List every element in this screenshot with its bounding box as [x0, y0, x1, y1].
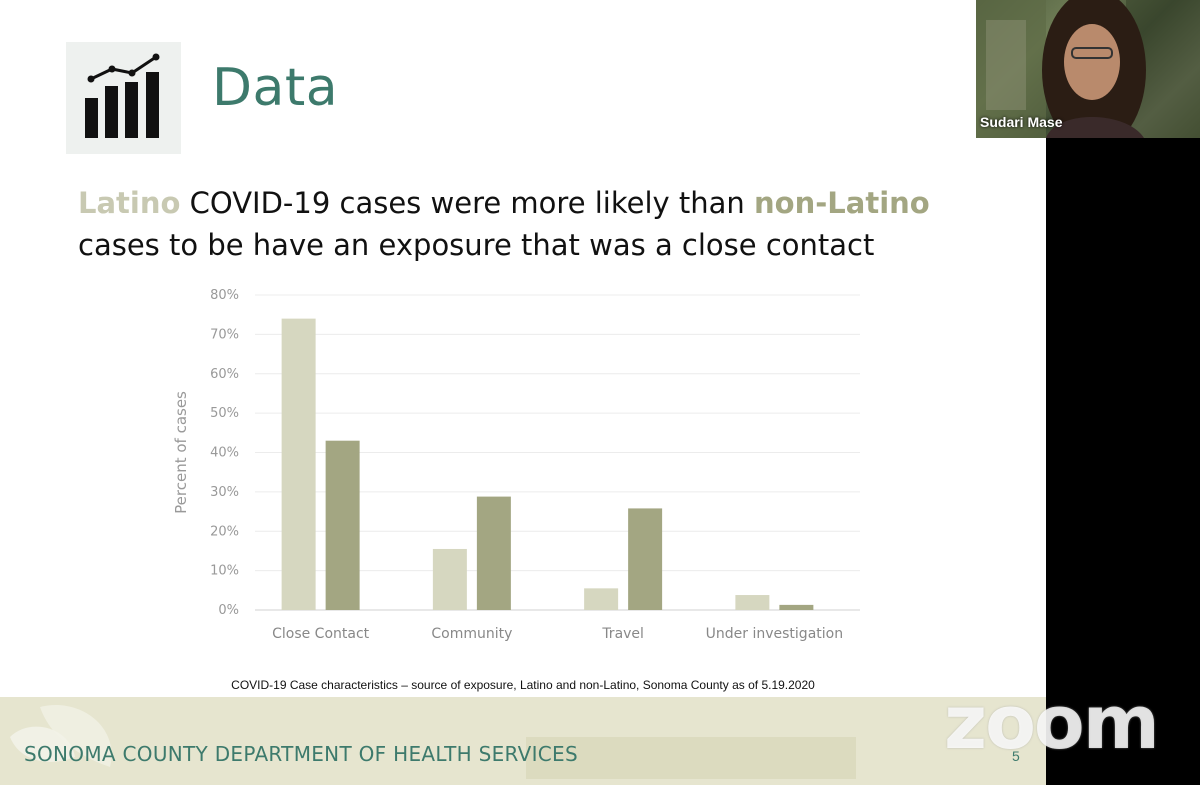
slide-headline: Latino COVID-19 cases were more likely t… [78, 182, 978, 266]
slide-title: Data [212, 58, 339, 118]
y-tick-label: 10% [210, 564, 239, 579]
chart-caption: COVID-19 Case characteristics – source o… [0, 678, 1046, 692]
y-tick-label: 20% [210, 524, 239, 539]
bar-community-series-2 [476, 496, 511, 610]
x-tick-label: Under investigation [706, 626, 843, 642]
empty-video-area [1046, 138, 1200, 785]
headline-non-latino: non-Latino [754, 186, 930, 220]
y-tick-label: 70% [210, 327, 239, 342]
x-tick-label: Community [431, 626, 512, 642]
bar-close-contact-series-2 [325, 440, 360, 610]
y-tick-label: 30% [210, 485, 239, 500]
y-tick-label: 40% [210, 446, 239, 461]
page-number: 5 [1012, 748, 1020, 764]
exposure-bar-chart: 0% 10% 20% 30% 40% 50% 60% 70% 80% Percent of cas… [172, 288, 860, 642]
y-tick-label: 60% [210, 367, 239, 382]
presentation-slide: Data Latino COVID-19 cases were more lik… [0, 0, 1046, 785]
participant-video-tile[interactable]: Sudari Mase [976, 0, 1200, 138]
footer-band [0, 697, 1046, 785]
footer-organization: SONOMA COUNTY DEPARTMENT OF HEALTH SERVI… [24, 742, 578, 766]
leaf-logo-icon [10, 705, 112, 767]
participant-video-feed [976, 0, 1200, 138]
headline-text-2: cases to be have an exposure that was a … [78, 228, 875, 262]
bar-travel-series-2 [628, 508, 663, 610]
y-tick-label: 50% [210, 406, 239, 421]
bar-chart-trend-icon [66, 42, 181, 154]
bar-community-series-1 [432, 548, 467, 610]
x-tick-label: Close Contact [272, 626, 370, 642]
zoom-logo: zoom [944, 680, 1160, 766]
y-axis-label: Percent of cases [172, 391, 190, 514]
headline-latino: Latino [78, 186, 181, 220]
chart-caption-text: COVID-19 Case characteristics – source o… [231, 678, 815, 692]
bar-travel-series-1 [584, 588, 619, 610]
x-tick-label: Travel [601, 626, 644, 642]
bar-close-contact-series-1 [281, 318, 316, 610]
y-tick-label: 80% [210, 288, 239, 303]
bar-under-investigation-series-1 [735, 595, 770, 610]
participant-name: Sudari Mase [980, 114, 1063, 130]
y-tick-label: 0% [218, 603, 239, 618]
headline-text-1: COVID-19 cases were more likely than [180, 186, 755, 220]
bar-under-investigation-series-2 [779, 604, 814, 610]
footer-bar [526, 737, 856, 779]
